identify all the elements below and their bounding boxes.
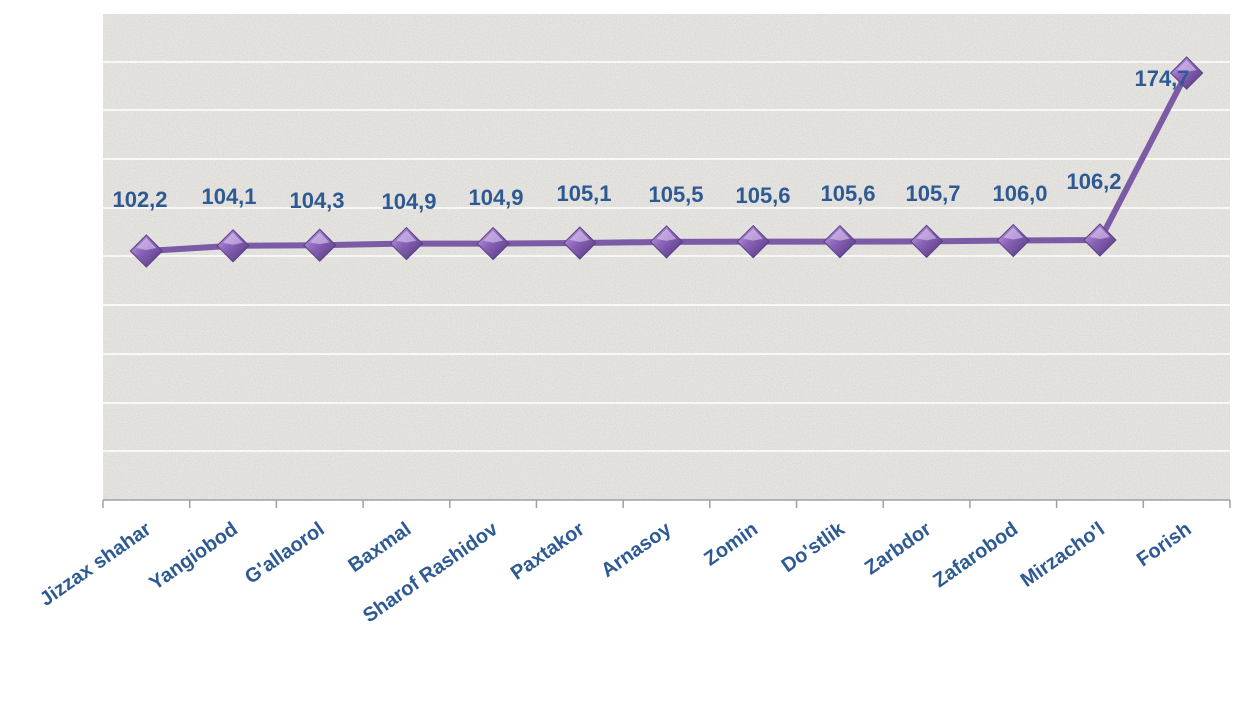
data-point [389, 226, 424, 261]
diamond-marker [129, 234, 164, 268]
data-point [736, 224, 770, 259]
diamond-marker [476, 226, 510, 261]
category-label: Zafarobod [929, 518, 1022, 592]
data-label: 104,3 [289, 188, 344, 213]
data-label: 104,9 [381, 189, 436, 214]
data-point [649, 225, 684, 259]
category-label: Paxtakor [507, 518, 589, 585]
data-point [216, 229, 250, 263]
gridlines [103, 61, 1230, 452]
data-point [303, 228, 337, 262]
data-label: 105,7 [905, 181, 960, 206]
data-markers [129, 56, 1204, 268]
data-labels: 102,2 104,1 104,3 104,9 104,9 105,1 105,5 105,6… [112, 66, 1189, 214]
diamond-marker [823, 224, 857, 259]
diamond-marker [1169, 56, 1204, 90]
data-label: 105,6 [820, 181, 875, 206]
diamond-marker [1083, 223, 1117, 257]
diamond-marker [996, 223, 1030, 258]
data-label: 106,2 [1066, 169, 1121, 194]
data-label: 105,6 [735, 183, 790, 208]
diamond-marker [649, 225, 684, 259]
data-label: 174,7 [1134, 66, 1189, 91]
category-label: Forish [1133, 518, 1196, 571]
marker-highlight [1003, 227, 1024, 240]
diamond-marker [303, 228, 337, 262]
marker-highlight [309, 232, 330, 245]
diamond-marker [909, 224, 944, 259]
data-label: 104,9 [468, 185, 523, 210]
diamond-marker [389, 226, 424, 261]
marker-highlight [829, 228, 850, 241]
marker-highlight [569, 230, 590, 243]
data-point [996, 223, 1030, 258]
marker-highlight [223, 232, 244, 245]
data-label: 106,0 [992, 181, 1047, 206]
data-point [1169, 56, 1204, 90]
category-label: Zomin [700, 518, 762, 570]
diamond-marker [216, 229, 250, 263]
marker-highlight [136, 238, 157, 250]
diamond-marker [563, 226, 597, 260]
marker-highlight [916, 228, 937, 241]
category-label: Baxmal [344, 518, 415, 577]
diamond-marker [736, 224, 770, 259]
data-label: 104,1 [201, 184, 256, 209]
data-point [909, 224, 944, 259]
marker-highlight [483, 230, 504, 243]
x-axis [102, 499, 1231, 508]
data-label: 105,5 [648, 182, 703, 207]
category-label: Mirzacho'l [1017, 518, 1109, 592]
category-label: Yangiobod [146, 518, 242, 595]
data-label: 105,1 [556, 181, 611, 206]
data-point [129, 234, 164, 268]
data-point [823, 224, 857, 259]
data-point [563, 226, 597, 260]
category-label: Arnasoy [597, 518, 676, 582]
data-label: 102,2 [112, 187, 167, 212]
marker-highlight [656, 228, 677, 241]
data-point [1083, 223, 1117, 257]
category-label: Do'stlik [778, 518, 850, 577]
data-point [476, 226, 510, 261]
marker-highlight [1176, 60, 1197, 72]
category-label: G'allaorol [241, 518, 329, 588]
category-label: Jizzax shahar [36, 518, 155, 611]
marker-highlight [396, 230, 417, 243]
category-label: Zarbdor [861, 518, 936, 579]
marker-highlight [1089, 227, 1110, 239]
marker-highlight [743, 228, 764, 241]
